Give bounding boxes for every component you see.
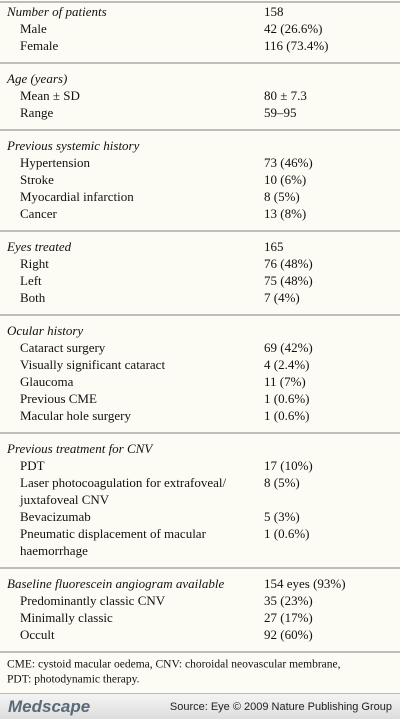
row-label: Pneumatic displacement of macular — [20, 526, 207, 541]
row-label: Visually significant cataract — [20, 357, 165, 372]
row-value: 13 (8%) — [264, 206, 306, 221]
row-value: 1 (0.6%) — [264, 526, 310, 541]
row-value: 10 (6%) — [264, 172, 306, 187]
row-label: Both — [20, 290, 46, 305]
row-value: 69 (42%) — [264, 340, 313, 355]
row-label: Bevacizumab — [20, 509, 91, 524]
row-label: Macular hole surgery — [20, 408, 131, 423]
footnote: CME: cystoid macular oedema, CNV: choroi… — [7, 659, 341, 671]
row-label: Female — [20, 38, 58, 53]
row-value: 92 (60%) — [264, 627, 313, 642]
row-label: Stroke — [20, 172, 54, 187]
row-value: 27 (17%) — [264, 610, 313, 625]
row-label: Occult — [20, 627, 55, 642]
row-label: Hypertension — [20, 155, 91, 170]
row-label: Predominantly classic CNV — [20, 593, 166, 608]
section-title: Eyes treated — [6, 239, 72, 254]
row-label: Cataract surgery — [20, 340, 106, 355]
source: Source: Eye © 2009 Nature Publishing Gro… — [169, 701, 392, 713]
row-value: 116 (73.4%) — [264, 38, 329, 53]
row-label: Male — [20, 21, 47, 36]
row-label: Right — [20, 256, 49, 271]
section-title: Previous systemic history — [6, 138, 140, 153]
row-value: 1 (0.6%) — [264, 408, 310, 423]
row-value: 4 (2.4%) — [264, 357, 310, 372]
section-title: Number of patients — [6, 4, 107, 19]
row-value: 80 ± 7.3 — [264, 88, 307, 103]
section-title: Ocular history — [7, 323, 83, 338]
row-label: PDT — [20, 458, 45, 473]
row-value: 73 (46%) — [264, 155, 313, 170]
row-value: 17 (10%) — [264, 458, 313, 473]
footnote: PDT: photodynamic therapy. — [7, 674, 140, 686]
row-label: Myocardial infarction — [20, 189, 134, 204]
row-value: 42 (26.6%) — [264, 21, 323, 36]
section-title: Baseline fluorescein angiogram available — [7, 576, 224, 591]
row-value: 75 (48%) — [264, 273, 313, 288]
row-label: Minimally classic — [20, 610, 113, 625]
row-value: 11 (7%) — [264, 374, 306, 389]
row-label: juxtafoveal CNV — [19, 492, 110, 507]
row-value: 7 (4%) — [264, 290, 300, 305]
logo: Medscape — [8, 697, 91, 716]
row-label: Glaucoma — [20, 374, 74, 389]
row-value: 76 (48%) — [264, 256, 313, 271]
section-title: Age (years) — [6, 71, 67, 86]
row-label: Laser photocoagulation for extrafoveal/ — [20, 475, 226, 490]
row-value: 5 (3%) — [264, 509, 300, 524]
row-label: Range — [20, 105, 53, 120]
section-value: 158 — [264, 4, 284, 19]
row-label: Mean ± SD — [20, 88, 80, 103]
row-label: Left — [20, 273, 42, 288]
row-label: Previous CME — [20, 391, 97, 406]
row-value: 59–95 — [264, 105, 297, 120]
table: Number of patients 158 42 (26.6%) Male 116 (… — [0, 1, 400, 686]
section-title: Previous treatment for CNV — [6, 441, 154, 456]
section-value: 154 eyes (93%) — [264, 576, 346, 591]
section-value: 165 — [264, 239, 284, 254]
footer: Medscape Source: Eye © 2009 Nature Publi… — [0, 693, 400, 719]
row-value: 35 (23%) — [264, 593, 313, 608]
row-value: 8 (5%) — [264, 475, 300, 490]
row-value: 8 (5%) — [264, 189, 300, 204]
row-label: haemorrhage — [20, 543, 88, 558]
row-value: 1 (0.6%) — [264, 391, 310, 406]
row-label: Cancer — [20, 206, 57, 221]
